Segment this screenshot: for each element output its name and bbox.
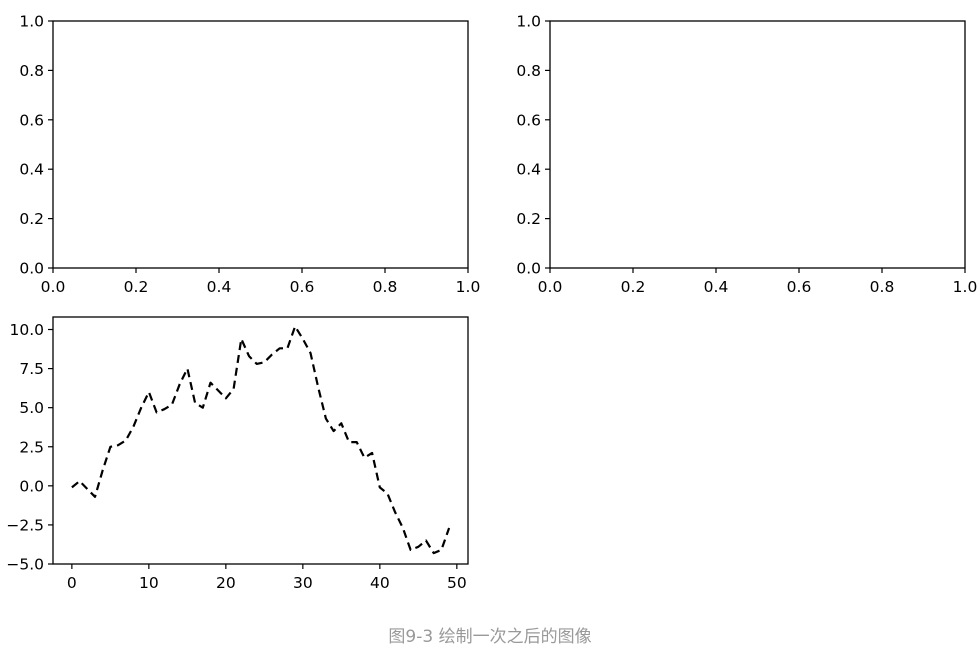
y-tick-label: 0.2 xyxy=(516,210,541,228)
y-tick-label: 0.0 xyxy=(516,260,541,278)
x-tick-label: 0 xyxy=(67,574,77,592)
y-tick-label: 5.0 xyxy=(19,399,44,417)
x-tick-label: 0.8 xyxy=(870,278,895,296)
x-tick-label: 0.4 xyxy=(704,278,729,296)
x-tick-label: 1.0 xyxy=(953,278,978,296)
x-tick-label: 0.2 xyxy=(124,278,149,296)
y-tick-label: 0.6 xyxy=(19,111,44,129)
y-tick-label: 0.0 xyxy=(19,260,44,278)
x-tick-label: 50 xyxy=(447,574,467,592)
subplot-bottom-left: 0 10 20 30 40 50 −5.0 −2.5 0.0 2.5 5.0 7.5 10.0 xyxy=(6,316,469,592)
figure: 0.0 0.2 0.4 0.6 0.8 1.00.00.20.40.60.81.00.0 0… xyxy=(6,13,977,593)
y-tick-label: 7.5 xyxy=(19,360,44,378)
x-tick-label: 0.8 xyxy=(373,278,398,296)
x-tick-label: 0.6 xyxy=(290,278,315,296)
x-tick-label: 40 xyxy=(370,574,390,592)
x-tick-label: 0.0 xyxy=(538,278,563,296)
y-tick-label: 0.2 xyxy=(19,210,44,228)
y-tick-label: 0.4 xyxy=(19,161,44,179)
series-line xyxy=(71,325,451,555)
y-tick-label: 10.0 xyxy=(9,321,44,339)
x-tick-label: 10 xyxy=(139,574,159,592)
x-tick-label: 0.4 xyxy=(207,278,232,296)
subplot-top-left: 0.0 0.2 0.4 0.6 0.8 1.0 0.0 0.2 0.4 0.6 0.8 1.0 xyxy=(19,13,480,297)
x-tick-label: 30 xyxy=(293,574,313,592)
x-tick-label: 0.0 xyxy=(41,278,66,296)
x-tick-label: 1.0 xyxy=(456,278,481,296)
y-tick-label: −2.5 xyxy=(6,516,44,534)
y-tick-label: 1.0 xyxy=(516,13,541,31)
figure-caption: 图9-3 绘制一次之后的图像 xyxy=(388,627,592,647)
y-tick-label: 0.8 xyxy=(19,62,44,80)
y-tick-label: 0.4 xyxy=(516,161,541,179)
axes-frame xyxy=(549,20,966,269)
subplot-top-right: 0.0 0.2 0.4 0.6 0.8 1.0 0.0 0.2 0.4 0.6 0.8 1.0 xyxy=(516,13,977,297)
x-tick-label: 0.2 xyxy=(621,278,646,296)
y-tick-label: 0.0 xyxy=(19,477,44,495)
x-tick-label: 20 xyxy=(216,574,236,592)
y-tick-label: 2.5 xyxy=(19,438,44,456)
y-tick-label: 1.0 xyxy=(19,13,44,31)
y-tick-label: 0.6 xyxy=(516,111,541,129)
y-tick-label: −5.0 xyxy=(6,556,44,574)
axes-frame xyxy=(52,316,469,565)
y-tick-label: 0.8 xyxy=(516,62,541,80)
axes-frame xyxy=(52,20,469,269)
x-tick-label: 0.6 xyxy=(787,278,812,296)
